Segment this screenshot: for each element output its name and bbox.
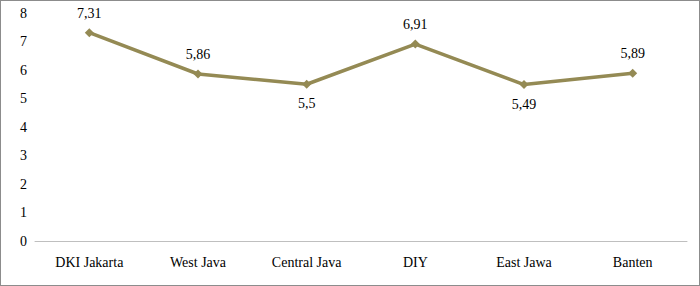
svg-text:7,31: 7,31 [77,6,102,21]
svg-text:7: 7 [20,34,27,49]
svg-text:0: 0 [20,234,27,249]
svg-text:West Java: West Java [170,255,227,270]
svg-text:4: 4 [20,120,27,135]
svg-text:DKI Jakarta: DKI Jakarta [55,255,124,270]
svg-text:5,5: 5,5 [298,96,316,111]
svg-text:2: 2 [20,177,27,192]
svg-text:3: 3 [20,148,27,163]
svg-text:East Jawa: East Jawa [496,255,552,270]
svg-text:DIY: DIY [403,255,428,270]
svg-text:5,49: 5,49 [512,97,537,112]
svg-text:5,86: 5,86 [186,47,211,62]
svg-text:8: 8 [20,6,27,21]
svg-text:5: 5 [20,91,27,106]
svg-text:6,91: 6,91 [403,17,428,32]
svg-text:Central Java: Central Java [272,255,342,270]
svg-text:Banten: Banten [613,255,653,270]
svg-text:5,89: 5,89 [620,46,645,61]
svg-text:1: 1 [20,205,27,220]
svg-text:6: 6 [20,63,27,78]
